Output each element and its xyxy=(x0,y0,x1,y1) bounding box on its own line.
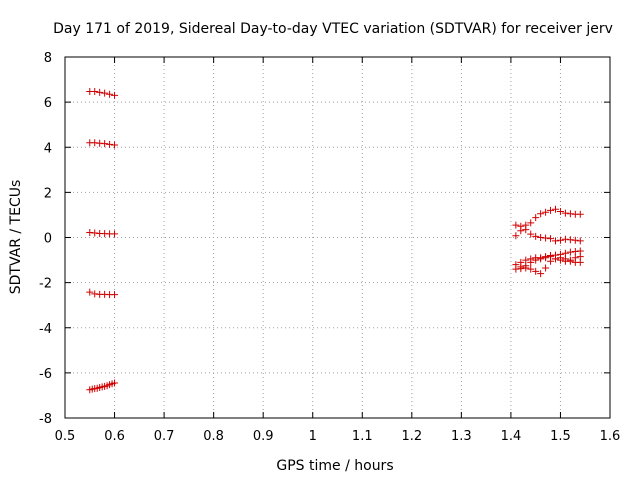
x-axis-label: GPS time / hours xyxy=(276,458,393,474)
data-point xyxy=(576,210,584,218)
data-point xyxy=(566,248,574,256)
x-tick-label: 1.1 xyxy=(352,429,373,444)
data-point xyxy=(542,234,550,242)
data-point xyxy=(576,237,584,245)
data-point xyxy=(576,258,584,266)
data-point xyxy=(561,249,569,257)
series-track10 xyxy=(517,247,584,271)
data-point xyxy=(512,221,520,229)
x-tick-label: 1.6 xyxy=(600,429,621,444)
data-point xyxy=(527,258,535,266)
series-track7 xyxy=(512,221,584,245)
data-point xyxy=(532,267,540,275)
data-point xyxy=(552,237,559,245)
data-point xyxy=(101,140,109,148)
data-point xyxy=(517,263,525,271)
data-point xyxy=(111,141,119,149)
x-tick-label: 1.2 xyxy=(401,429,422,444)
x-tick-label: 0.5 xyxy=(55,429,76,444)
data-point xyxy=(532,232,540,240)
series-track5 xyxy=(86,379,119,394)
y-tick-label: 6 xyxy=(44,96,52,111)
y-tick-label: 0 xyxy=(44,232,52,247)
data-point xyxy=(552,205,559,213)
series-track2 xyxy=(86,139,119,149)
data-point xyxy=(556,208,564,216)
data-point xyxy=(522,226,530,234)
data-point xyxy=(106,90,114,98)
data-point xyxy=(527,265,535,273)
data-point xyxy=(571,236,579,244)
x-tick-label: 1.5 xyxy=(550,429,571,444)
y-tick-label: -4 xyxy=(39,322,52,337)
data-point xyxy=(532,214,540,222)
data-point xyxy=(522,262,530,270)
series-track4 xyxy=(86,288,119,299)
data-point xyxy=(542,208,550,216)
y-tick-label: 4 xyxy=(44,141,52,156)
data-points xyxy=(86,88,584,394)
x-tick-labels: 0.5 0.6 0.7 0.8 0.9 1 1.1 1.2 1.3 1.4 1.5 1.6 xyxy=(55,429,621,444)
data-point xyxy=(576,247,584,255)
x-tick-label: 0.8 xyxy=(203,429,224,444)
y-tick-label: -6 xyxy=(39,367,52,382)
data-point xyxy=(111,379,119,387)
data-point xyxy=(512,261,520,269)
y-tick-label: -2 xyxy=(39,277,52,292)
data-point xyxy=(537,270,545,278)
data-point xyxy=(111,230,119,238)
data-point xyxy=(527,230,535,238)
series-track1 xyxy=(86,88,119,99)
data-point xyxy=(512,232,520,240)
data-point xyxy=(561,209,569,217)
y-tick-label: 2 xyxy=(44,186,52,201)
data-point xyxy=(542,253,550,261)
data-point xyxy=(111,91,119,99)
data-point xyxy=(96,88,104,96)
x-tick-label: 0.6 xyxy=(104,429,125,444)
x-tick-label: 0.9 xyxy=(253,429,274,444)
data-point xyxy=(552,251,559,259)
data-point xyxy=(532,256,540,264)
data-point xyxy=(111,291,119,299)
y-tick-label: -8 xyxy=(39,412,52,427)
data-point xyxy=(517,222,525,230)
data-point xyxy=(527,219,535,227)
data-point xyxy=(537,210,545,218)
data-point xyxy=(101,89,109,97)
x-tick-label: 1.3 xyxy=(451,429,472,444)
data-point xyxy=(91,88,99,96)
data-point xyxy=(86,288,94,296)
x-tick-label: 0.7 xyxy=(154,429,175,444)
grid-lines xyxy=(65,57,610,418)
data-point xyxy=(556,250,564,258)
data-point xyxy=(542,264,550,272)
data-point xyxy=(556,236,564,244)
data-point xyxy=(106,140,114,148)
series-track6 xyxy=(512,205,584,240)
y-axis-label: SDTVAR / TECUs xyxy=(8,180,24,295)
y-tick-labels: -8 -6 -4 -2 0 2 4 6 8 xyxy=(39,51,52,427)
data-point xyxy=(537,254,545,262)
chart-title: Day 171 of 2019, Sidereal Day-to-day VTE… xyxy=(53,21,613,37)
data-point xyxy=(547,206,555,214)
data-point xyxy=(566,257,574,265)
x-tick-label: 1 xyxy=(309,429,317,444)
data-point xyxy=(547,235,555,243)
axis-ticks xyxy=(64,56,611,419)
y-tick-label: 8 xyxy=(44,51,52,66)
x-tick-label: 1.4 xyxy=(501,429,522,444)
series-track3 xyxy=(86,229,119,238)
